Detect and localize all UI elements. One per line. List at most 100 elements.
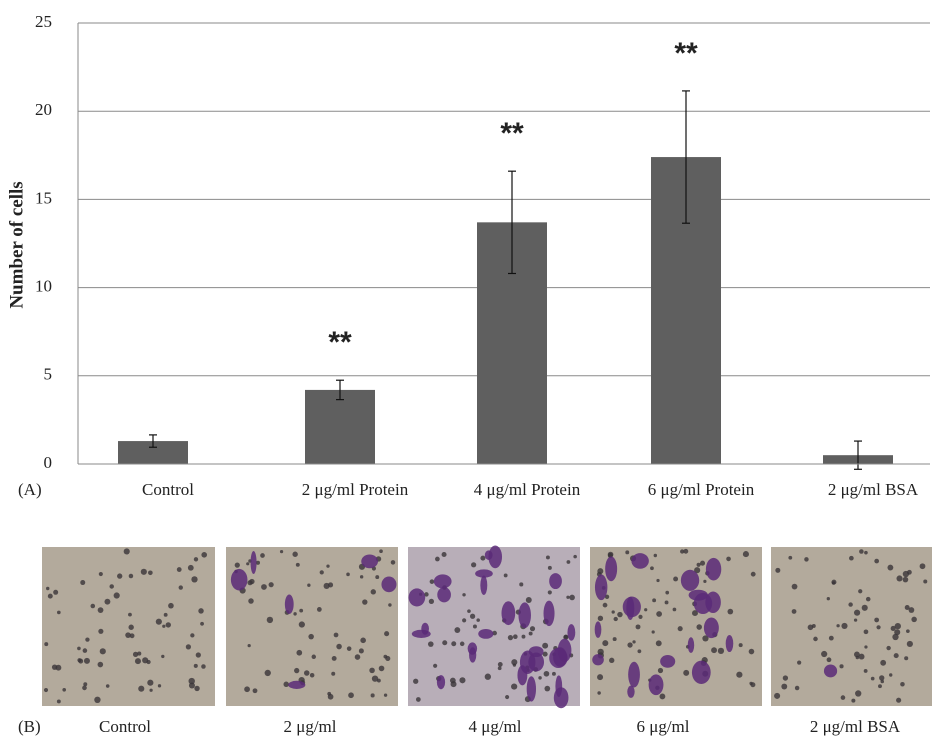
micrograph-pore	[384, 631, 389, 636]
micrograph-pore	[652, 630, 655, 633]
micrograph-pore	[864, 669, 868, 673]
micrograph-pore	[529, 632, 533, 636]
micrograph-pore	[700, 561, 705, 566]
micrograph-pore	[248, 598, 253, 603]
micrograph-pore	[792, 584, 798, 590]
micrograph-pore	[269, 582, 274, 587]
bar	[305, 390, 375, 464]
micrograph-pore	[467, 609, 471, 613]
micrograph-pore	[307, 584, 310, 587]
micrograph-pore	[168, 603, 174, 609]
micrograph-pore	[186, 644, 191, 649]
micrograph-pore	[718, 648, 724, 654]
micrograph-pore	[104, 599, 110, 605]
micrograph-cell	[251, 551, 257, 574]
micrograph-pore	[46, 587, 49, 590]
micrograph-pore	[654, 554, 657, 557]
micrograph-cell	[549, 573, 562, 589]
micrograph-pore	[379, 549, 383, 553]
micrograph-pore	[775, 568, 780, 573]
micrograph-cell	[592, 654, 604, 665]
micrograph-pore	[128, 625, 133, 630]
panel-label: (B)	[18, 717, 41, 736]
micrograph-pore	[471, 562, 476, 567]
micrograph-cell	[649, 674, 664, 695]
micrograph-pore	[513, 634, 518, 639]
micrograph-cell	[631, 553, 648, 569]
micrograph-pore	[162, 625, 165, 628]
micrograph-cell	[527, 676, 536, 701]
micrograph-cell	[726, 635, 734, 652]
micrograph-pore	[166, 622, 171, 627]
micrograph-pore	[459, 677, 465, 683]
micrograph-pore	[473, 624, 477, 628]
micrograph-cell	[628, 662, 640, 688]
micrograph-pore	[84, 658, 90, 664]
y-tick-label: 25	[35, 12, 52, 31]
micrograph-cell	[706, 558, 721, 581]
micrograph-pore	[98, 662, 104, 668]
micrograph-pore	[198, 608, 203, 613]
micrograph-cell	[437, 587, 451, 602]
micrograph-pore	[743, 551, 749, 557]
micrograph-pore	[505, 695, 509, 699]
micrograph-pore	[451, 681, 457, 687]
micrograph-pore	[836, 624, 839, 627]
micrograph-pore	[627, 642, 632, 647]
micrograph-pore	[360, 575, 363, 578]
micrograph-pore	[379, 666, 385, 672]
micrograph-pore	[429, 599, 434, 604]
micrograph-pore	[906, 629, 910, 633]
micrograph-pore	[100, 648, 106, 654]
micrograph-pore	[148, 570, 153, 575]
micrograph-pore	[442, 552, 447, 557]
micrograph-pore	[308, 634, 314, 640]
micrograph-pore	[485, 674, 491, 680]
micrograph-pore	[526, 597, 532, 603]
micrograph-pore	[462, 593, 465, 596]
micrograph-pore	[673, 577, 678, 582]
micrograph-pore	[920, 563, 926, 569]
micrograph-pore	[871, 677, 875, 681]
micrograph-pore	[609, 658, 614, 663]
micrograph-pore	[80, 580, 85, 585]
micrograph-pore	[265, 670, 271, 676]
micrograph-pore	[614, 617, 618, 621]
panel-caption: Control	[99, 717, 151, 736]
micrograph-pore	[909, 607, 915, 613]
significance-label: **	[328, 326, 352, 359]
micrograph-pore	[247, 580, 252, 585]
figure: (A) Number of cells (B) 0510152025Contro…	[0, 0, 933, 740]
micrograph-pore	[359, 648, 364, 653]
micrograph-cell	[595, 574, 607, 600]
micrograph-cell	[485, 550, 493, 560]
micrograph-pore	[644, 608, 647, 611]
micrograph-pore	[433, 664, 437, 668]
micrograph-pore	[161, 655, 164, 658]
micrograph-pore	[460, 642, 465, 647]
micrograph-pore	[598, 649, 604, 655]
micrograph-pore	[911, 617, 917, 623]
micrograph-pore	[894, 653, 899, 658]
micrograph-pore	[48, 594, 53, 599]
micrograph-pore	[201, 664, 206, 669]
micrograph-pore	[77, 647, 81, 651]
micrograph-pore	[304, 670, 310, 676]
micrograph-pore	[866, 597, 871, 602]
micrograph-pore	[889, 673, 892, 676]
micrograph-pore	[355, 654, 361, 660]
micrograph-pore	[552, 672, 556, 676]
micrograph-cell	[692, 661, 711, 684]
micrograph-pore	[855, 690, 861, 696]
micrograph-pore	[544, 686, 550, 692]
micrograph-cell	[361, 554, 378, 568]
micrograph-pore	[827, 597, 830, 600]
micrograph-pore	[310, 673, 315, 678]
micrograph-pore	[156, 619, 162, 625]
micrograph-pore	[129, 574, 133, 578]
micrograph-pore	[498, 662, 503, 667]
micrograph-pore	[511, 683, 517, 689]
micrograph-pore	[874, 618, 879, 623]
micrograph-pore	[296, 563, 300, 567]
micrograph-pore	[235, 563, 240, 568]
